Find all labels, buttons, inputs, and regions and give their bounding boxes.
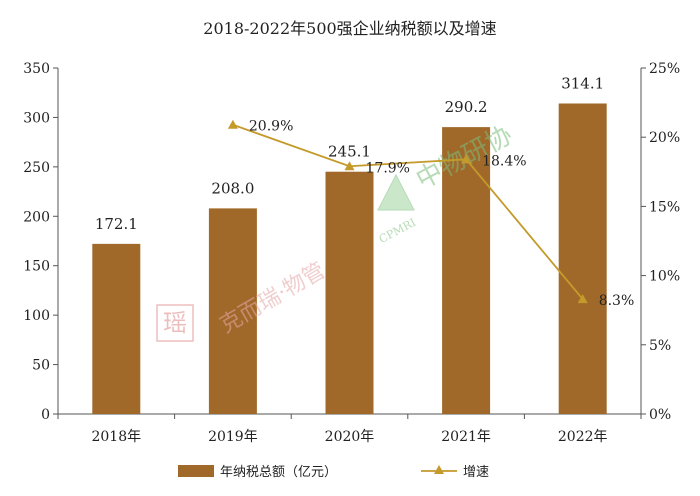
watermark-left-badge: 瑶 bbox=[163, 309, 187, 337]
growth-data-label: 18.4% bbox=[482, 153, 526, 169]
bar bbox=[442, 127, 491, 414]
growth-data-labels: 20.9% 17.9% 18.4% 8.3% bbox=[249, 119, 634, 309]
bar bbox=[208, 208, 257, 414]
y-left-tick-label: 350 bbox=[23, 61, 50, 77]
legend-swatch-marker bbox=[434, 465, 444, 474]
y-left-tick-label: 150 bbox=[23, 259, 50, 275]
legend: 年纳税总额（亿元） 增速 bbox=[178, 465, 489, 480]
axes: 0 50 100 150 200 250 300 350 0% 5% 10% 15% 20% 25% 201… bbox=[23, 61, 680, 445]
y-right-tick-label: 0% bbox=[649, 407, 671, 423]
bar-data-label: 290.2 bbox=[445, 98, 488, 116]
y-left-tick-label: 0 bbox=[41, 407, 50, 423]
bar bbox=[325, 171, 374, 414]
bar-data-label: 208.0 bbox=[211, 179, 254, 197]
bar bbox=[92, 243, 141, 414]
watermark-right-logo-mark bbox=[377, 173, 415, 211]
y-right-tick-label: 25% bbox=[649, 61, 680, 77]
bar-data-label: 245.1 bbox=[328, 143, 371, 161]
x-tick-label: 2022年 bbox=[558, 429, 608, 445]
y-left-tick-label: 100 bbox=[23, 308, 50, 324]
x-tick-label: 2018年 bbox=[91, 429, 141, 445]
y-right-tick-label: 20% bbox=[649, 130, 680, 146]
growth-data-label: 20.9% bbox=[249, 119, 293, 135]
watermark-left-badge-frame bbox=[156, 304, 194, 342]
chart-title: 2018-2022年500强企业纳税额以及增速 bbox=[203, 19, 496, 38]
y-right-tick-label: 10% bbox=[649, 269, 680, 285]
y-left-tick-label: 50 bbox=[32, 358, 50, 374]
bar-series bbox=[92, 103, 607, 414]
growth-data-label: 17.9% bbox=[366, 160, 410, 176]
bar-data-label: 314.1 bbox=[561, 74, 604, 92]
y-right-tick-label: 15% bbox=[649, 199, 680, 215]
legend-label-bar: 年纳税总额（亿元） bbox=[220, 465, 337, 480]
growth-data-label: 8.3% bbox=[599, 293, 635, 309]
growth-marker bbox=[344, 161, 355, 171]
growth-marker bbox=[227, 119, 238, 129]
bar-data-labels: 172.1 208.0 245.1 290.2 314.1 bbox=[95, 74, 604, 232]
x-tick-label: 2021年 bbox=[441, 429, 491, 445]
y-left-tick-label: 300 bbox=[23, 110, 50, 126]
y-right-tick-label: 5% bbox=[649, 338, 671, 354]
x-tick-label: 2020年 bbox=[325, 429, 375, 445]
x-tick-label: 2019年 bbox=[208, 429, 258, 445]
growth-marker bbox=[577, 294, 588, 304]
bar bbox=[558, 103, 607, 414]
watermark-right-abbr: CPMRI bbox=[377, 216, 418, 246]
y-left-tick-label: 250 bbox=[23, 160, 50, 176]
y-left-tick-label: 200 bbox=[23, 209, 50, 225]
legend-swatch-bar bbox=[178, 465, 214, 477]
growth-marker bbox=[461, 154, 472, 164]
growth-line-series bbox=[227, 119, 588, 304]
growth-line bbox=[232, 123, 584, 300]
legend-label-line: 增速 bbox=[463, 465, 489, 480]
bar-data-label: 172.1 bbox=[95, 215, 138, 233]
